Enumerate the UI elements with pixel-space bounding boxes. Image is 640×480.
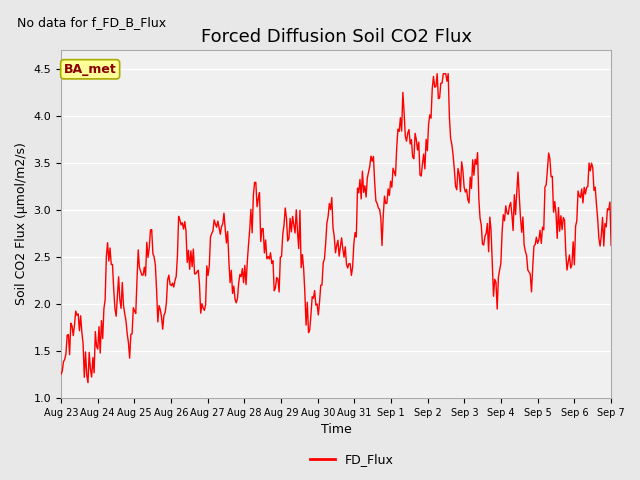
X-axis label: Time: Time bbox=[321, 423, 351, 436]
Legend: FD_Flux: FD_Flux bbox=[305, 448, 399, 471]
Text: No data for f_FD_B_Flux: No data for f_FD_B_Flux bbox=[17, 16, 166, 29]
Title: Forced Diffusion Soil CO2 Flux: Forced Diffusion Soil CO2 Flux bbox=[200, 28, 472, 46]
Text: BA_met: BA_met bbox=[64, 63, 116, 76]
Y-axis label: Soil CO2 Flux (μmol/m2/s): Soil CO2 Flux (μmol/m2/s) bbox=[15, 143, 28, 305]
